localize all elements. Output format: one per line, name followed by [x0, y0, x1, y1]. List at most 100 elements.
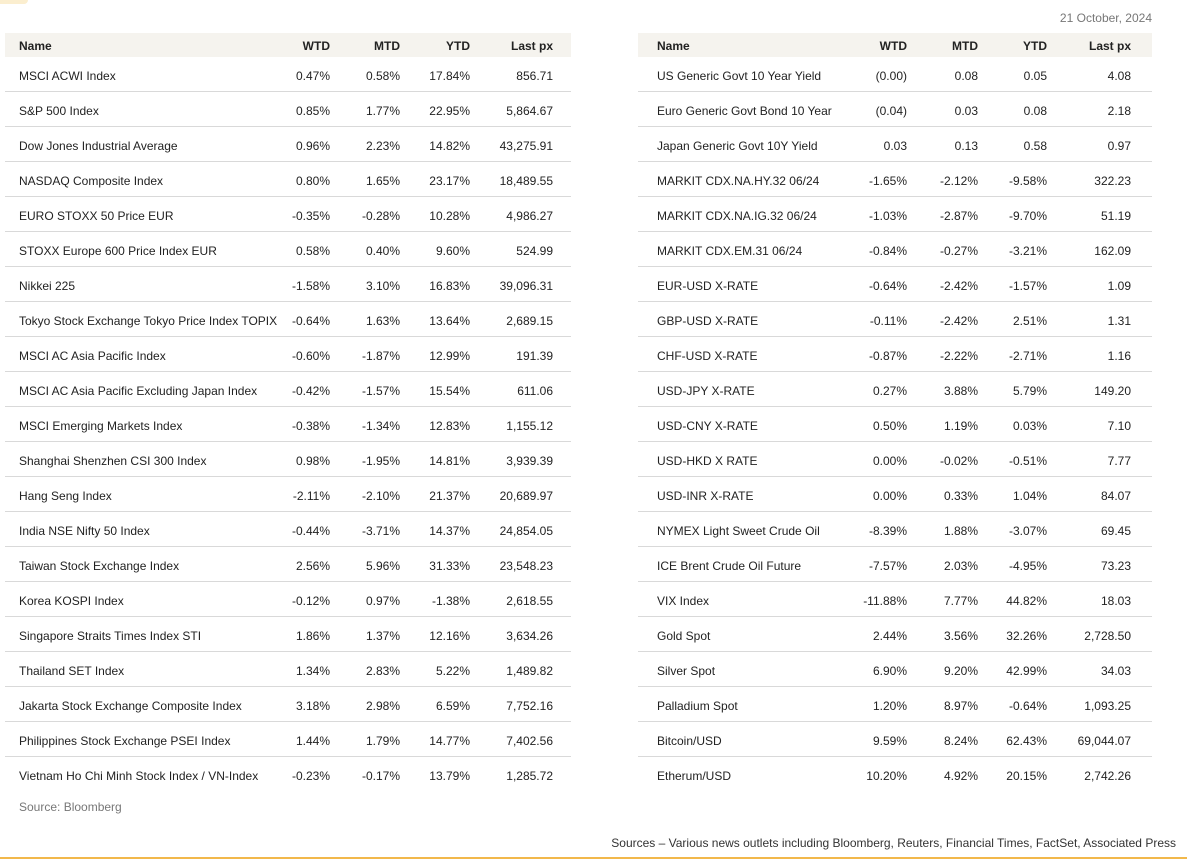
row-name: Bitcoin/USD	[657, 734, 722, 748]
column-header: YTD	[1023, 39, 1047, 53]
cell-value: -1.87%	[361, 349, 400, 363]
cell-value: 5.79%	[1012, 384, 1047, 398]
cell-value: -1.58%	[291, 279, 330, 293]
cell-value: -9.58%	[1008, 174, 1047, 188]
row-name: USD-HKD X RATE	[657, 454, 758, 468]
cell-value: 322.23	[1094, 174, 1131, 188]
row-name: ICE Brent Crude Oil Future	[657, 559, 802, 573]
cell-value: 7,752.16	[506, 699, 553, 713]
row-name: MARKIT CDX.NA.IG.32 06/24	[657, 209, 817, 223]
cell-value: 1.09	[1107, 279, 1131, 293]
cell-value: 14.82%	[429, 139, 470, 153]
cell-value: -2.71%	[1008, 349, 1047, 363]
cell-value: -0.64%	[291, 314, 330, 328]
cell-value: (0.00)	[875, 69, 907, 83]
cell-value: 7.10	[1107, 419, 1131, 433]
cell-value: -0.42%	[291, 384, 330, 398]
cell-value: 0.00%	[872, 454, 907, 468]
cell-value: 9.60%	[435, 244, 470, 258]
cell-value: -8.39%	[868, 524, 907, 538]
row-separator	[638, 721, 1152, 722]
cell-value: 16.83%	[429, 279, 470, 293]
cell-value: 3,634.26	[506, 629, 553, 643]
cell-value: -11.88%	[863, 594, 907, 608]
row-name: Vietnam Ho Chi Minh Stock Index / VN-Ind…	[19, 769, 259, 783]
row-name: Taiwan Stock Exchange Index	[19, 559, 180, 573]
cell-value: 22.95%	[429, 104, 470, 118]
cell-value: 1.77%	[365, 104, 400, 118]
cell-value: 524.99	[516, 244, 553, 258]
cell-value: 2.03%	[943, 559, 978, 573]
column-header: Last px	[1088, 39, 1131, 53]
cell-value: 39,096.31	[499, 279, 553, 293]
row-separator	[638, 546, 1152, 547]
cell-value: -0.38%	[291, 419, 330, 433]
cell-value: 4,986.27	[506, 209, 553, 223]
cell-value: 12.16%	[429, 629, 470, 643]
cell-value: -1.95%	[361, 454, 400, 468]
cell-value: -2.11%	[292, 489, 330, 503]
cell-value: 69.45	[1100, 524, 1131, 538]
cell-value: -3.07%	[1008, 524, 1047, 538]
cell-value: 24,854.05	[499, 524, 553, 538]
cell-value: 3.56%	[943, 629, 978, 643]
row-name: India NSE Nifty 50 Index	[19, 524, 150, 538]
row-separator	[638, 336, 1152, 337]
cell-value: 0.96%	[295, 139, 330, 153]
row-name: Gold Spot	[657, 629, 711, 643]
cell-value: 6.90%	[872, 664, 907, 678]
column-header: Name	[657, 39, 690, 53]
row-separator	[638, 511, 1152, 512]
cell-value: -3.71%	[361, 524, 400, 538]
column-header: WTD	[302, 39, 330, 53]
row-name: Euro Generic Govt Bond 10 Year	[657, 104, 832, 118]
cell-value: -2.22%	[939, 349, 978, 363]
cell-value: 1.31	[1107, 314, 1131, 328]
cell-value: -0.44%	[291, 524, 330, 538]
cell-value: -0.84%	[868, 244, 907, 258]
column-header: MTD	[952, 39, 978, 53]
cell-value: 18.03	[1100, 594, 1131, 608]
row-separator	[638, 161, 1152, 162]
row-name: Etherum/USD	[657, 769, 732, 783]
row-separator	[5, 686, 571, 687]
row-separator	[5, 406, 571, 407]
row-separator	[5, 476, 571, 477]
cell-value: -7.57%	[868, 559, 907, 573]
row-separator	[638, 616, 1152, 617]
cell-value: 0.03%	[1012, 419, 1047, 433]
cell-value: 0.13	[954, 139, 978, 153]
row-name: Dow Jones Industrial Average	[19, 139, 178, 153]
row-name: MSCI Emerging Markets Index	[19, 419, 183, 433]
row-name: S&P 500 Index	[19, 104, 99, 118]
row-name: Thailand SET Index	[19, 664, 125, 678]
cell-value: 18,489.55	[499, 174, 553, 188]
cell-value: 856.71	[516, 69, 553, 83]
cell-value: -0.11%	[869, 314, 907, 328]
cell-value: 0.05	[1023, 69, 1047, 83]
cell-value: 1.86%	[295, 629, 330, 643]
cell-value: -0.12%	[291, 594, 330, 608]
row-separator	[638, 301, 1152, 302]
row-name: Palladium Spot	[657, 699, 738, 713]
cell-value: -0.35%	[291, 209, 330, 223]
cell-value: 12.99%	[429, 349, 470, 363]
row-name: Tokyo Stock Exchange Tokyo Price Index T…	[19, 314, 278, 328]
cell-value: 1.79%	[365, 734, 400, 748]
cell-value: -0.27%	[939, 244, 978, 258]
cell-value: -2.12%	[939, 174, 978, 188]
cell-value: 0.58	[1023, 139, 1047, 153]
cell-value: 0.03	[883, 139, 907, 153]
row-separator	[638, 651, 1152, 652]
cell-value: 0.33%	[943, 489, 978, 503]
cell-value: 34.03	[1100, 664, 1131, 678]
cell-value: 1.04%	[1012, 489, 1047, 503]
cell-value: 13.79%	[429, 769, 470, 783]
row-separator	[638, 756, 1152, 757]
cell-value: 3.88%	[943, 384, 978, 398]
cell-value: 0.40%	[365, 244, 400, 258]
cell-value: 20.15%	[1006, 769, 1047, 783]
row-separator	[638, 581, 1152, 582]
row-separator	[638, 476, 1152, 477]
row-name: USD-CNY X-RATE	[657, 419, 758, 433]
